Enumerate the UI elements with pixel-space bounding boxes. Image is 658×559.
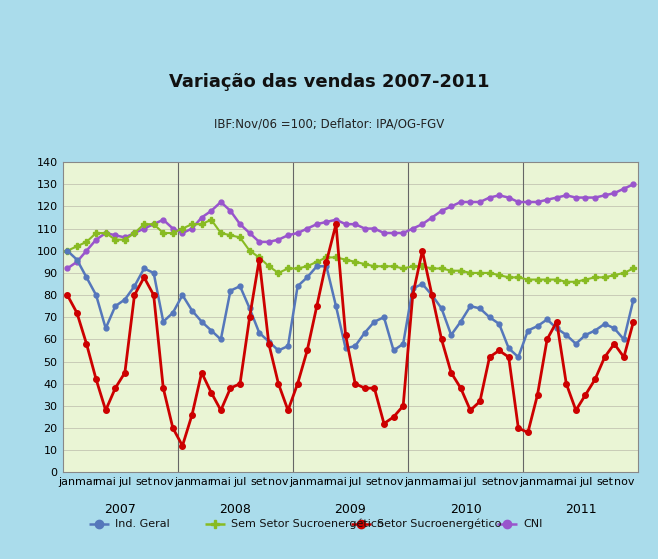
Text: CNI: CNI [523, 519, 542, 529]
Text: IBF:Nov/06 =100; Deflator: IPA/OG-FGV: IBF:Nov/06 =100; Deflator: IPA/OG-FGV [214, 117, 444, 130]
Text: 2008: 2008 [219, 503, 251, 517]
Text: Variação das vendas 2007-2011: Variação das vendas 2007-2011 [168, 73, 490, 91]
Text: 2007: 2007 [104, 503, 136, 517]
Text: 2010: 2010 [449, 503, 482, 517]
Text: Ind. Geral: Ind. Geral [115, 519, 170, 529]
Text: Setor Sucroenergético: Setor Sucroenergético [377, 519, 501, 529]
Text: 2009: 2009 [334, 503, 367, 517]
Text: Sem Setor Sucroenergético: Sem Setor Sucroenergético [231, 519, 384, 529]
Text: 2011: 2011 [565, 503, 597, 517]
